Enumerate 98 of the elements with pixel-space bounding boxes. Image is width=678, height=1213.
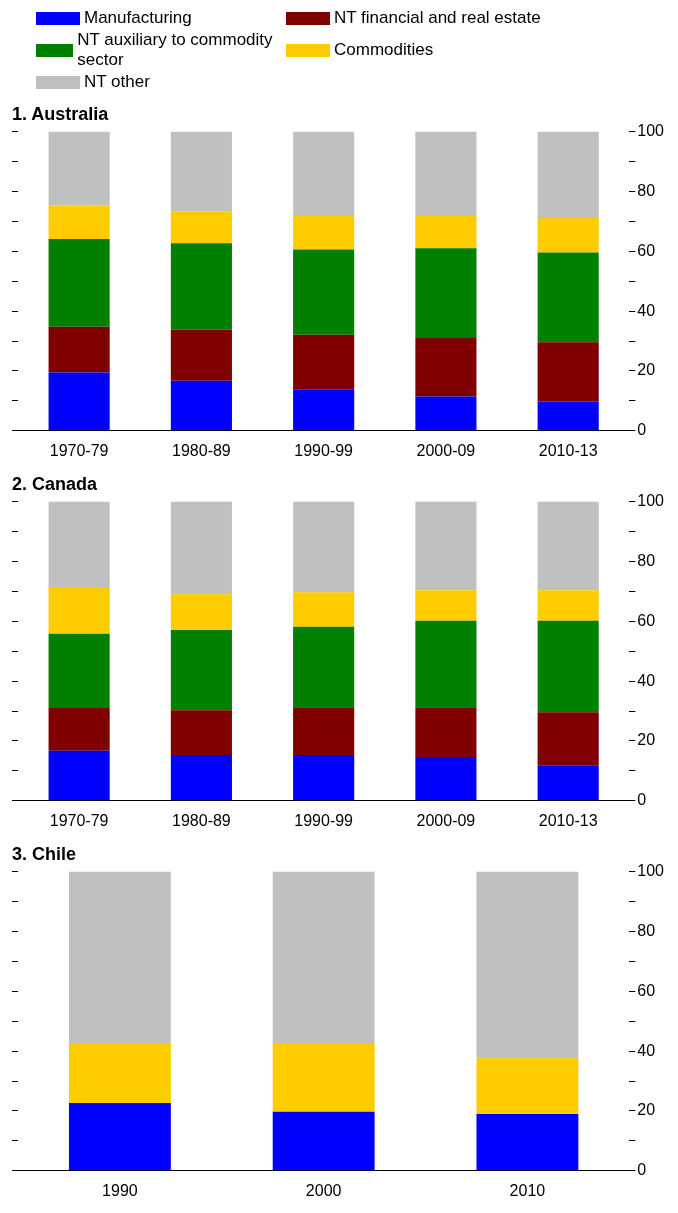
bar: [48, 588, 110, 634]
bar: [48, 326, 110, 373]
bar: [415, 620, 477, 708]
bar: [293, 501, 355, 593]
bar: [415, 501, 477, 591]
x-tick-label: 1980-89: [172, 441, 231, 459]
bar: [170, 755, 232, 801]
bar: [170, 329, 232, 381]
x-tick-label: 2000-09: [416, 811, 476, 829]
bar: [272, 1111, 375, 1171]
x-tick-label: 2010: [509, 1181, 546, 1199]
legend-label: NT auxiliary to commodity sector: [77, 30, 274, 70]
bar: [170, 594, 232, 630]
y-tick-label: 20: [637, 1101, 656, 1119]
y-tick-label: 40: [637, 301, 656, 319]
x-tick-label: 2010-13: [538, 441, 598, 459]
y-tick-label: 40: [637, 671, 656, 689]
x-tick-label: 1970-79: [49, 811, 109, 829]
bar: [415, 338, 477, 397]
x-tick-label: 2000-09: [416, 441, 476, 459]
x-tick-label: 1990-99: [294, 441, 354, 459]
chart-title: 2. Canada: [12, 473, 99, 494]
bar: [537, 218, 599, 253]
bar: [48, 131, 110, 206]
bar: [293, 249, 355, 335]
bar: [170, 131, 232, 212]
x-tick-label: 2000: [305, 1181, 342, 1199]
bar: [293, 334, 355, 390]
bar: [68, 1102, 171, 1171]
bar: [293, 215, 355, 250]
bar: [170, 629, 232, 711]
x-tick-label: 1970-79: [49, 441, 109, 459]
y-tick-label: 80: [637, 181, 656, 199]
y-tick-label: 100: [637, 122, 665, 140]
bar: [48, 501, 110, 589]
bar: [170, 243, 232, 330]
bar: [415, 707, 477, 758]
y-tick-label: 20: [637, 731, 656, 749]
bar: [537, 620, 599, 713]
bar: [293, 755, 355, 801]
legend-label: NT other: [84, 72, 150, 92]
bar: [537, 765, 599, 801]
bar: [293, 626, 355, 708]
bar: [537, 252, 599, 343]
y-tick-label: 0: [637, 421, 647, 439]
x-tick-label: 1980-89: [172, 811, 231, 829]
y-tick-label: 60: [637, 981, 656, 999]
bar: [170, 380, 232, 431]
x-tick-label: 1990: [102, 1181, 138, 1199]
x-tick-label: 1990-99: [294, 811, 354, 829]
bar: [170, 501, 232, 595]
y-tick-label: 0: [637, 791, 647, 809]
y-tick-label: 60: [637, 611, 656, 629]
legend-label: Commodities: [334, 40, 434, 60]
bar: [537, 401, 599, 431]
legend-label: NT financial and real estate: [334, 8, 541, 28]
y-tick-label: 80: [637, 921, 656, 939]
bar: [476, 871, 579, 1059]
chart-title: 1. Australia: [12, 103, 110, 124]
bar: [293, 707, 355, 756]
y-tick-label: 40: [637, 1041, 656, 1059]
bar: [48, 633, 110, 709]
bar: [170, 710, 232, 756]
y-tick-label: 100: [637, 492, 665, 510]
bar: [537, 342, 599, 402]
bar: [48, 372, 110, 431]
bar: [272, 1043, 375, 1112]
bar: [293, 389, 355, 431]
legend-label: Manufacturing: [84, 8, 192, 28]
x-tick-label: 2010-13: [538, 811, 598, 829]
bar: [48, 750, 110, 801]
bar: [537, 501, 599, 591]
y-tick-label: 100: [637, 862, 665, 880]
bar: [68, 871, 171, 1044]
bar: [537, 131, 599, 219]
bar: [170, 211, 232, 244]
bar: [415, 248, 477, 339]
bar: [537, 590, 599, 621]
chart-title: 3. Chile: [12, 843, 77, 864]
bar: [48, 205, 110, 240]
y-tick-label: 0: [637, 1161, 647, 1179]
y-tick-label: 20: [637, 361, 656, 379]
bar: [415, 396, 477, 431]
bar: [537, 712, 599, 766]
bar: [68, 1043, 171, 1103]
bar: [293, 592, 355, 627]
bar: [272, 871, 375, 1044]
bar: [48, 239, 110, 327]
bar: [415, 215, 477, 249]
bar: [415, 757, 477, 801]
bar: [48, 708, 110, 751]
bar: [415, 590, 477, 621]
bar: [293, 131, 355, 216]
y-tick-label: 80: [637, 551, 656, 569]
y-tick-label: 60: [637, 241, 656, 259]
bar: [476, 1113, 579, 1171]
bar: [476, 1058, 579, 1114]
bar: [415, 131, 477, 216]
